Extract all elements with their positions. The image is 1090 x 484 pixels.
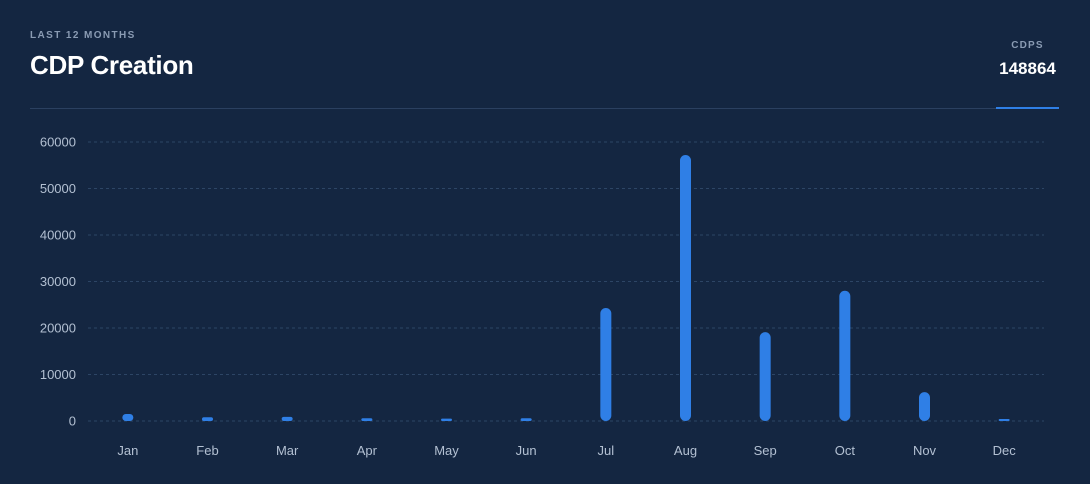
- y-tick-label: 40000: [40, 228, 76, 243]
- x-tick-label: Feb: [196, 443, 218, 458]
- x-tick-label: Jan: [117, 443, 138, 458]
- x-tick-label: May: [434, 443, 459, 458]
- x-tick-label: Nov: [913, 443, 937, 458]
- bar-oct[interactable]: [839, 290, 851, 421]
- x-tick-label: Jul: [598, 443, 615, 458]
- header-divider: [30, 108, 1059, 109]
- x-axis-ticks: Jan Feb Mar Apr May Jun Jul Aug Sep Oct Nov Dec: [117, 443, 1016, 458]
- y-tick-label: 20000: [40, 321, 76, 336]
- x-tick-label: Dec: [993, 443, 1017, 458]
- y-tick-label: 60000: [40, 135, 76, 150]
- bar-feb[interactable]: [202, 417, 213, 421]
- y-axis-ticks: 0 10000 20000 30000 40000 50000 60000: [40, 135, 76, 429]
- chart-title: CDP Creation: [30, 50, 194, 80]
- bar-dec[interactable]: [998, 419, 1010, 421]
- bar-apr[interactable]: [361, 418, 373, 421]
- cdps-stat-value: 148864: [999, 59, 1056, 78]
- bar-sep[interactable]: [759, 332, 771, 421]
- bar-may[interactable]: [441, 418, 452, 421]
- bar-nov[interactable]: [919, 392, 930, 421]
- grid-layer: [88, 141, 1044, 422]
- y-tick-label: 30000: [40, 274, 76, 289]
- y-tick-label: 0: [69, 414, 76, 429]
- bar-aug[interactable]: [680, 155, 691, 421]
- cdps-stat-label: CDPS: [1011, 40, 1044, 51]
- active-tab-indicator: [996, 107, 1059, 109]
- x-tick-label: Jun: [516, 443, 537, 458]
- x-tick-label: Mar: [276, 443, 299, 458]
- bars: [122, 155, 1010, 421]
- y-tick-label: 50000: [40, 181, 76, 196]
- y-tick-label: 10000: [40, 367, 76, 382]
- bar-jun[interactable]: [520, 418, 532, 421]
- x-tick-label: Aug: [674, 443, 697, 458]
- bar-mar[interactable]: [281, 416, 293, 421]
- bar-jan[interactable]: [122, 414, 134, 421]
- bar-jul[interactable]: [600, 308, 612, 421]
- x-tick-label: Apr: [357, 443, 378, 458]
- cdps-stat-tab[interactable]: CDPS 148864: [996, 40, 1059, 79]
- period-label: LAST 12 MONTHS: [30, 30, 136, 41]
- x-tick-label: Oct: [835, 443, 856, 458]
- x-tick-label: Sep: [754, 443, 777, 458]
